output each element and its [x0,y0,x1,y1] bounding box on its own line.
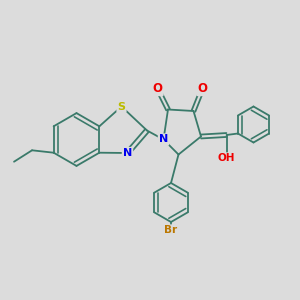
Text: Br: Br [164,225,178,236]
Text: OH: OH [218,153,235,164]
Text: S: S [118,101,125,112]
Text: N: N [123,148,132,158]
Text: N: N [159,134,168,145]
Text: O: O [197,82,208,95]
Text: O: O [152,82,163,95]
